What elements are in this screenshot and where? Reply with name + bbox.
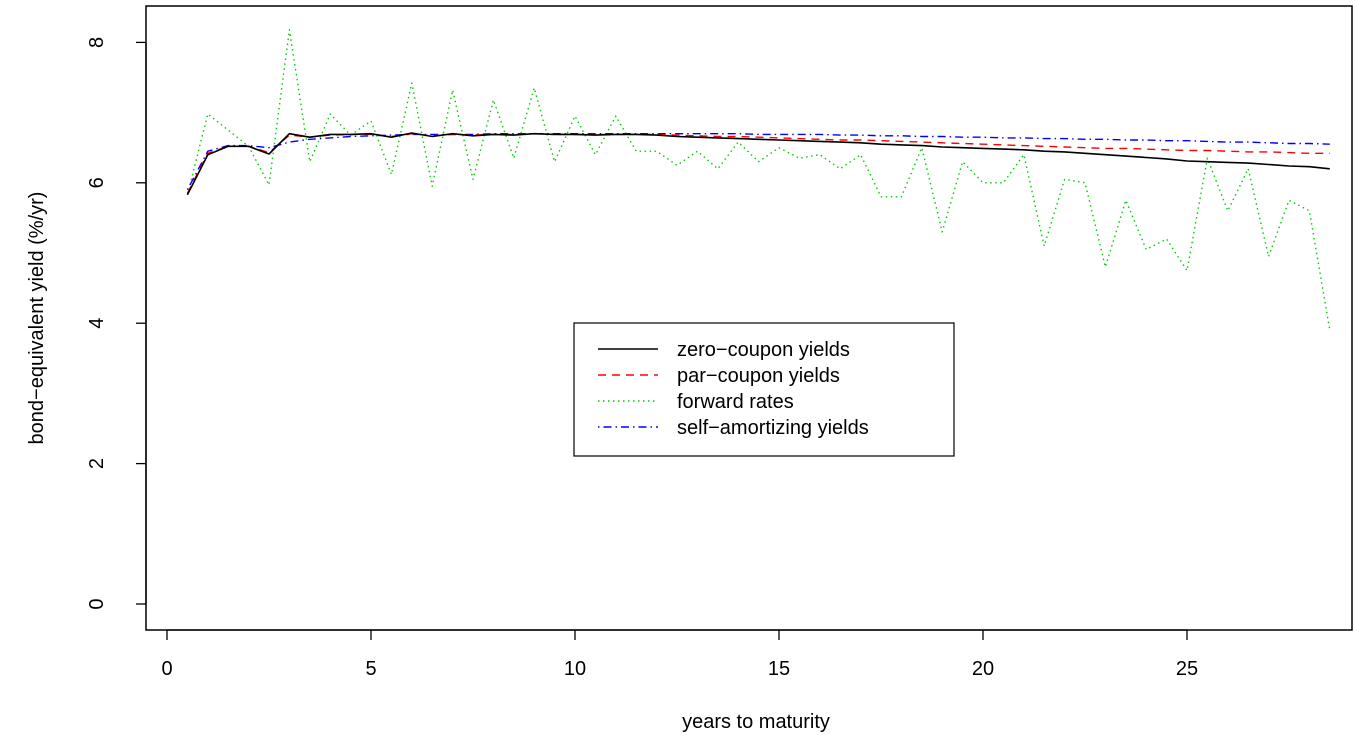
legend-box — [573, 322, 955, 457]
legend-label: par−coupon yields — [677, 365, 840, 387]
y-tick-label: 6 — [86, 177, 108, 188]
x-tick-label: 10 — [564, 658, 586, 680]
x-tick-label: 0 — [161, 658, 172, 680]
series-line-2 — [186, 29, 1331, 331]
y-tick-label: 8 — [86, 37, 108, 48]
legend: zero−coupon yields par−coupon yields forwa… — [573, 322, 955, 457]
y-tick-label: 2 — [86, 458, 108, 469]
series-line-1 — [186, 132, 1330, 194]
plot-frame — [145, 5, 1353, 631]
series-layer — [186, 29, 1331, 331]
x-tick-label: 20 — [972, 658, 994, 680]
x-axis: 0 5 10 15 20 25 — [161, 629, 1198, 680]
y-axis-label: bond−equivalent yield (%/yr) — [26, 192, 48, 445]
x-tick-label: 5 — [365, 658, 376, 680]
series-line-0 — [186, 132, 1330, 196]
x-axis-label: years to maturity — [682, 711, 830, 733]
y-axis: 0 2 4 6 8 — [86, 37, 147, 610]
y-tick-label: 0 — [86, 598, 108, 609]
legend-label: self−amortizing yields — [677, 417, 869, 439]
legend-label: zero−coupon yields — [677, 339, 850, 361]
y-tick-label: 4 — [86, 318, 108, 329]
x-tick-label: 25 — [1176, 658, 1198, 680]
legend-label: forward rates — [677, 391, 794, 413]
x-tick-label: 15 — [768, 658, 790, 680]
